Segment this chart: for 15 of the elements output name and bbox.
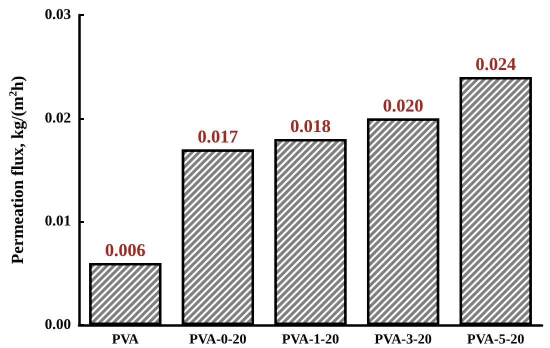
x-tick-label: PVA-3-20 [374, 332, 432, 348]
data-label: 0.024 [475, 54, 516, 74]
y-tick-label: 0.02 [44, 110, 71, 126]
data-label: 0.006 [105, 240, 146, 260]
data-label: 0.018 [290, 116, 331, 136]
data-label: 0.017 [198, 126, 238, 146]
x-tick-label: PVA [112, 332, 140, 348]
y-tick-label: 0.03 [44, 7, 71, 23]
y-tick-label: 0.00 [44, 317, 71, 333]
x-tick-label: PVA-0-20 [189, 332, 247, 348]
x-tick-label: PVA-5-20 [467, 332, 524, 348]
y-tick-label: 0.01 [44, 214, 71, 230]
data-label: 0.020 [382, 95, 424, 116]
y-axis-title: Permeation flux, kg/(m2h) [8, 76, 27, 264]
x-tick-label: PVA-1-20 [282, 332, 340, 348]
